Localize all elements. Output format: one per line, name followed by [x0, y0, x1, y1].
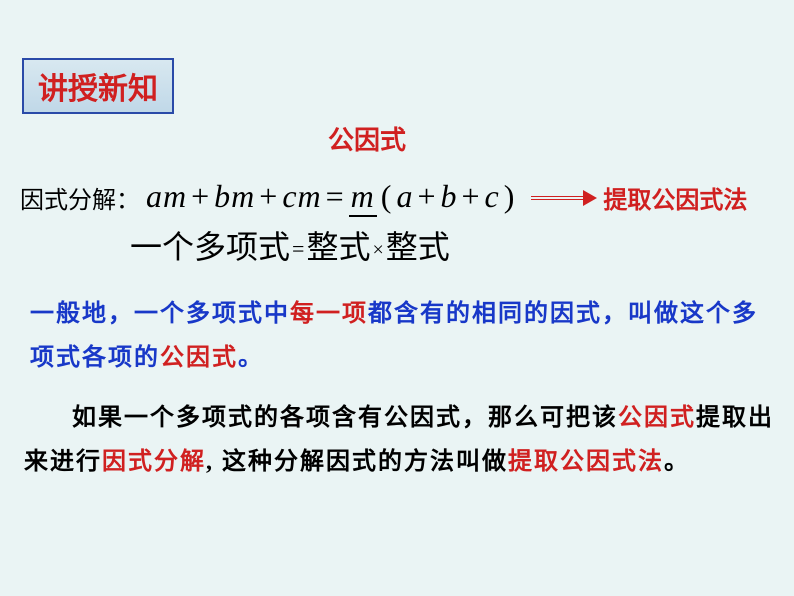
p2-t1: 如果一个多项式的各项含有公因式，那么可把该 [72, 405, 618, 431]
op-eq-small: = [290, 236, 306, 261]
op-plus: + [187, 178, 214, 214]
lparen: ( [377, 178, 397, 214]
formula-line: 因式分解： am+bm+cm=m(a+b+c) 提取公因式法 [20, 178, 780, 217]
term-am: am [146, 178, 187, 214]
term-m-underlined: m [349, 178, 377, 217]
text-zheng2: 整式 [386, 229, 450, 265]
rparen: ) [500, 178, 520, 214]
structure-line: 一个多项式=整式×整式 [130, 222, 450, 268]
p2-t4: 因式分解 [102, 449, 206, 475]
text-zheng1: 整式 [306, 229, 370, 265]
definition-paragraph-2: 如果一个多项式的各项含有公因式，那么可把该公因式提取出来进行因式分解, 这种分解… [24, 396, 774, 484]
op-times: × [370, 239, 385, 261]
p2-t5: , 这种分解因式的方法叫做 [206, 449, 508, 475]
op-plus: + [255, 178, 282, 214]
term-bm: bm [214, 178, 255, 214]
definition-paragraph-1: 一般地，一个多项式中每一项都含有的相同的因式，叫做这个多项式各项的公因式。 [30, 292, 770, 380]
term-c: c [485, 178, 500, 214]
term-a: a [396, 178, 413, 214]
p1-t2: 每一项 [290, 301, 368, 327]
p2-t7: 。 [664, 449, 690, 475]
op-plus: + [413, 178, 440, 214]
math-formula: am+bm+cm=m(a+b+c) [146, 178, 519, 217]
p1-t4: 公因式 [160, 345, 238, 371]
text-polynomial: 一个多项式 [130, 229, 290, 265]
section-header: 讲授新知 [22, 58, 174, 114]
op-eq: = [322, 178, 349, 214]
op-plus: + [457, 178, 484, 214]
arrow-container [531, 196, 597, 200]
p1-t1: 一般地，一个多项式中 [30, 301, 290, 327]
label-common-factor: 公因式 [328, 120, 406, 157]
term-cm: cm [282, 178, 321, 214]
p1-t5: 。 [238, 345, 264, 371]
p2-t6: 提取公因式法 [508, 449, 664, 475]
p2-t2: 公因式 [618, 405, 696, 431]
label-method: 提取公因式法 [603, 180, 747, 215]
label-factorization: 因式分解： [20, 180, 140, 215]
term-b: b [440, 178, 457, 214]
arrow-icon [531, 196, 597, 200]
